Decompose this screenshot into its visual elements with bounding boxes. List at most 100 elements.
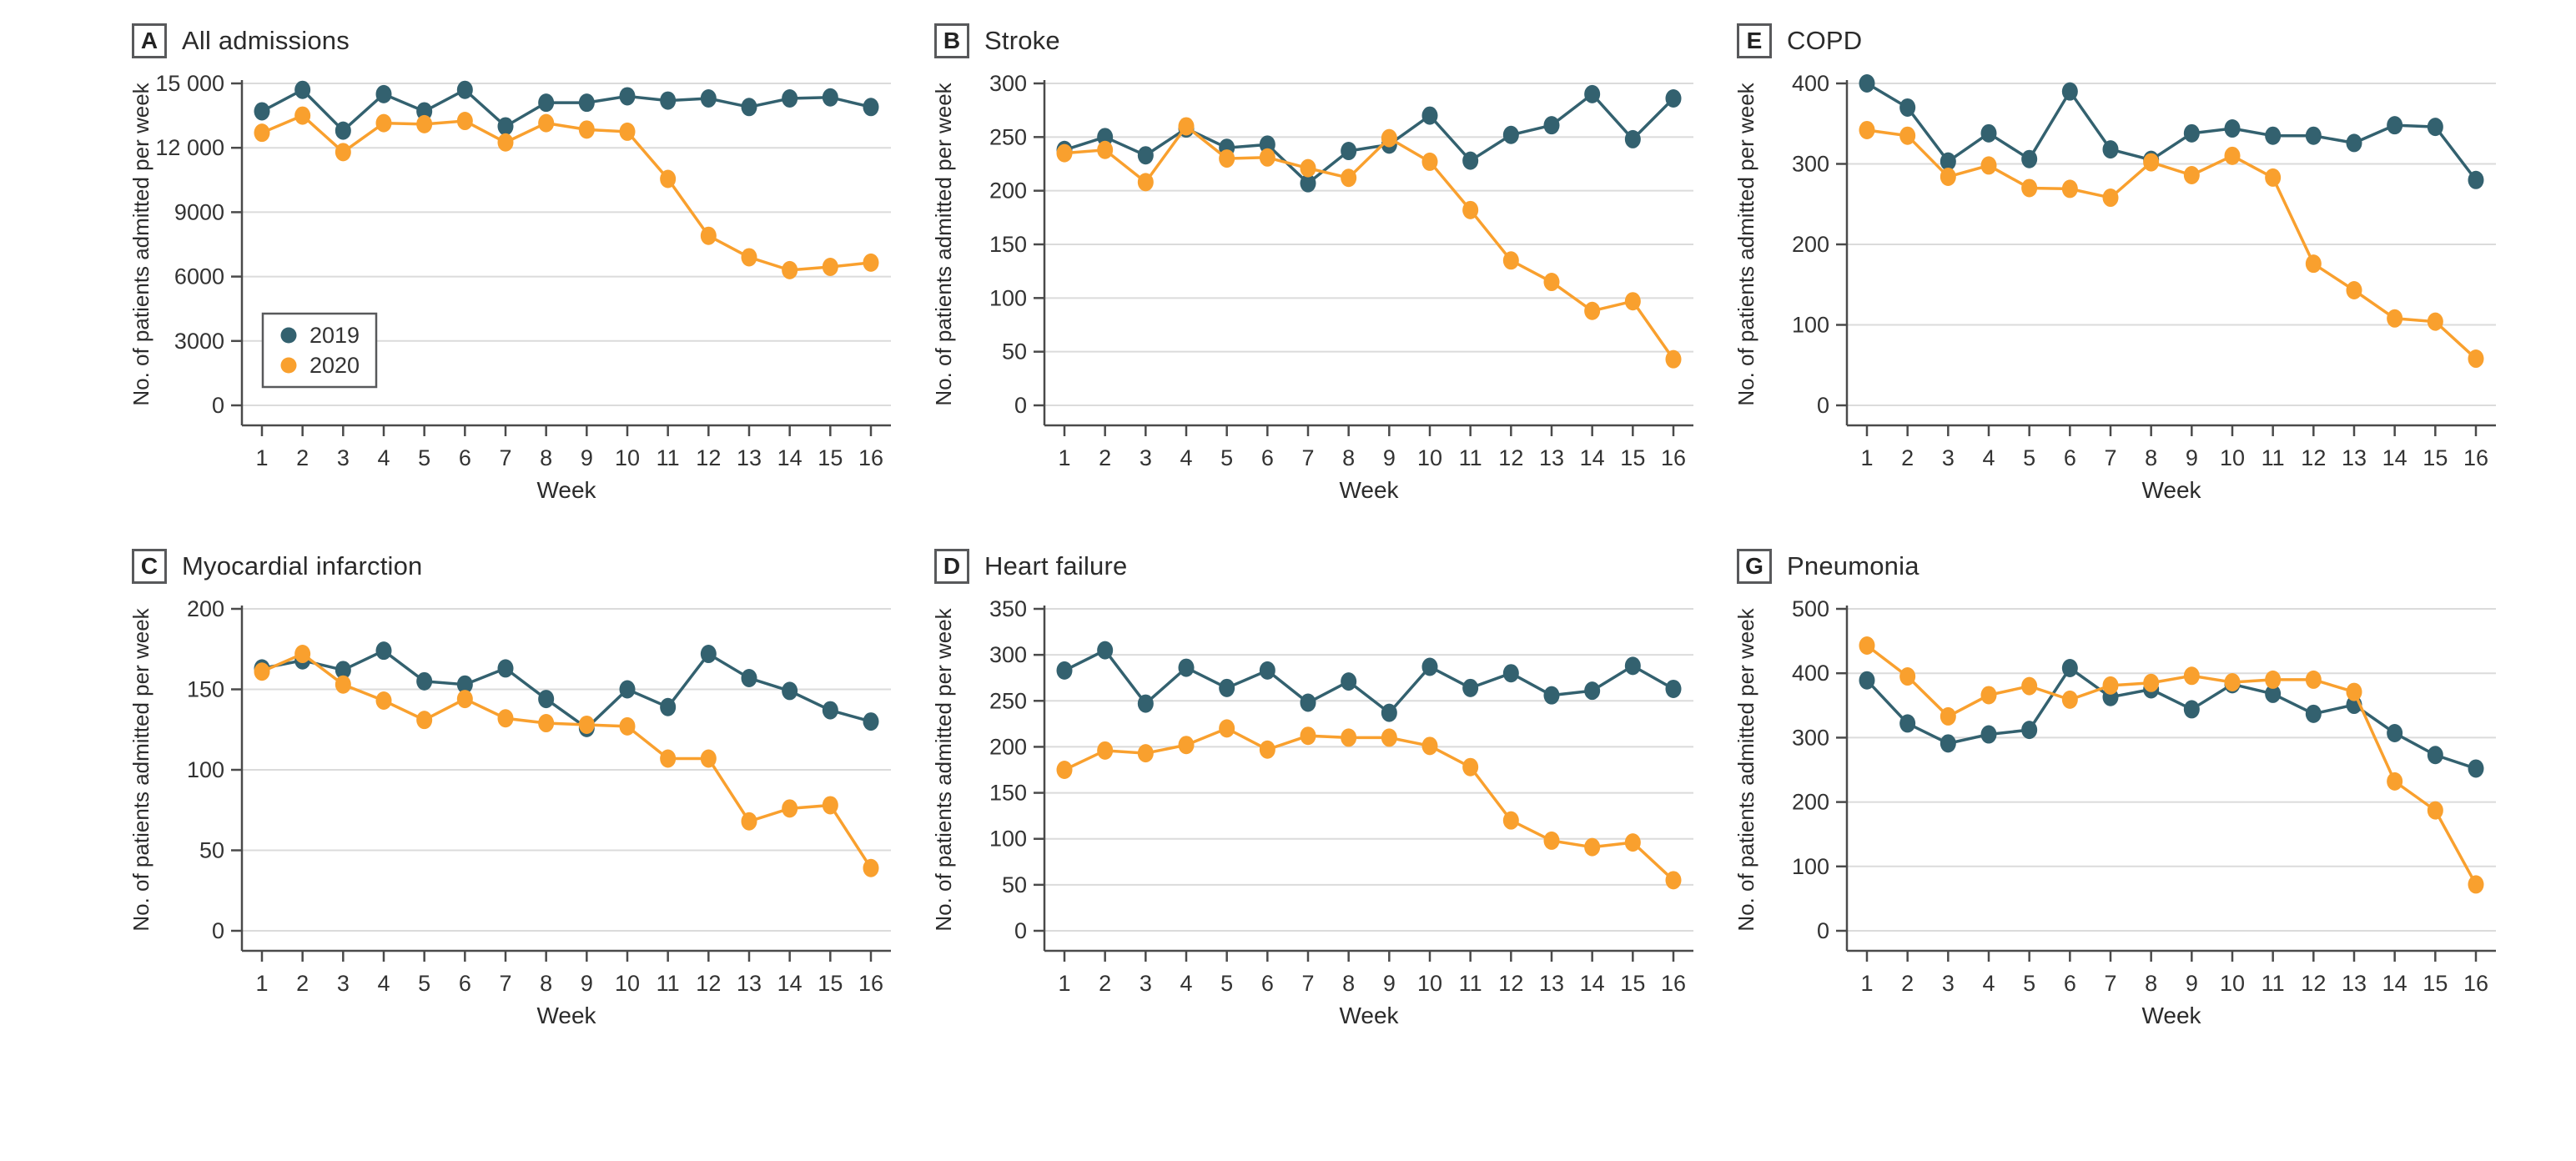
x-tick-label: 12 — [1498, 445, 1523, 470]
series-2020-point — [1624, 833, 1641, 852]
series-2020-point — [863, 858, 879, 877]
x-tick-label: 14 — [1580, 971, 1605, 996]
series-2019-point — [2387, 116, 2403, 135]
series-2020-point — [1899, 667, 1916, 686]
y-tick-label: 0 — [212, 918, 224, 943]
series-2020-point — [1097, 741, 1114, 760]
x-tick-label: 7 — [499, 971, 511, 996]
series-2019-point — [294, 80, 311, 99]
y-tick-label: 0 — [1014, 393, 1027, 418]
x-tick-label: 7 — [1301, 445, 1314, 470]
panel-title: COPD — [1787, 26, 1863, 55]
series-2020-point — [1341, 168, 1357, 188]
series-2019-point — [1381, 703, 1397, 722]
series-2019-point — [619, 680, 636, 699]
x-tick-label: 1 — [1058, 971, 1070, 996]
x-tick-label: 3 — [1140, 445, 1152, 470]
series-2020-point — [1584, 837, 1601, 857]
x-tick-label: 8 — [540, 445, 552, 470]
x-tick-label: 10 — [615, 971, 640, 996]
x-tick-label: 15 — [1620, 971, 1645, 996]
series-2020-point — [2265, 168, 2282, 187]
series-2020-point — [700, 749, 717, 768]
x-tick-label: 11 — [657, 445, 680, 470]
panel-letter-badge: A — [132, 23, 167, 58]
series-2020-point — [782, 799, 798, 818]
series-2019-point — [1137, 694, 1154, 713]
y-tick-label: 0 — [1817, 393, 1829, 418]
series-2020-point — [254, 662, 270, 681]
series-2020-point — [782, 260, 798, 279]
series-2020-point — [1502, 251, 1519, 270]
series-2020-point — [2346, 281, 2362, 300]
series-2019-point — [1219, 678, 1235, 697]
x-tick-label: 15 — [818, 971, 843, 996]
series-2019-point — [2021, 149, 2038, 168]
series-2020-point — [2387, 309, 2403, 328]
series-2019-point — [1341, 142, 1357, 161]
series-2019-point — [1624, 129, 1641, 148]
series-2019-point — [822, 88, 838, 107]
series-2020-point — [2387, 771, 2403, 791]
series-2020-point — [1462, 757, 1479, 777]
x-tick-label: 15 — [1620, 445, 1645, 470]
series-2020-point — [375, 113, 392, 133]
series-2020-point — [741, 248, 757, 267]
admissions-figure: A All admissions 0 3000 6000 9000 12 000 15 0… — [125, 20, 2524, 1043]
series-2019-point — [1543, 116, 1560, 135]
series-2020-point — [2224, 673, 2241, 692]
series-2020-point — [375, 691, 392, 711]
series-2019-point — [1462, 151, 1479, 170]
panel-letter-badge: C — [132, 549, 167, 584]
series-2020-point — [2468, 349, 2484, 369]
x-axis-title: Week — [1339, 1003, 1399, 1028]
x-tick-label: 3 — [1942, 971, 1955, 996]
x-tick-label: 8 — [540, 971, 552, 996]
series-2020-point — [2102, 676, 2119, 695]
series-2019-point — [1899, 98, 1916, 117]
panel-header: C Myocardial infarction — [132, 545, 919, 587]
y-tick-label: 15 000 — [155, 71, 224, 96]
series-2019-point — [416, 671, 433, 691]
panel-myocardial-infarction: C Myocardial infarction 0 50 100 150 200 1 2 3 4… — [125, 545, 919, 1043]
series-2019-point — [1462, 678, 1479, 697]
series-2020-point — [1543, 273, 1560, 292]
panel-letter-badge: D — [934, 549, 969, 584]
y-axis-title: No. of patients admitted per week — [1733, 82, 1758, 405]
series-2020-point — [619, 716, 636, 736]
x-tick-label: 6 — [2064, 445, 2076, 470]
y-tick-label: 50 — [1002, 872, 1027, 897]
series-2020-point — [660, 749, 677, 768]
series-2020-point — [1056, 761, 1073, 779]
series-2020-point — [416, 114, 433, 133]
series-2020-point — [1940, 706, 1956, 726]
x-tick-label: 14 — [2382, 971, 2407, 996]
series-2019-point — [1056, 661, 1073, 680]
series-2020-point — [1178, 736, 1195, 755]
series-2019-line — [261, 88, 872, 133]
series-2020-point — [2265, 670, 2282, 689]
panel-copd: E COPD 0 100 200 300 400 1 2 3 4 5 6 7 8 9 10 11 12 13 14 1… — [1730, 20, 2524, 517]
series-2020-point — [1381, 128, 1397, 148]
series-2020-point — [619, 122, 636, 141]
x-tick-label: 4 — [1982, 971, 1995, 996]
x-tick-label: 5 — [418, 445, 430, 470]
legend-marker-2020 — [280, 357, 297, 374]
series-2020-point — [456, 690, 473, 709]
x-axis-title: Week — [536, 477, 596, 503]
y-axis-title: No. of patients admitted per week — [931, 82, 956, 405]
y-tick-label: 200 — [1792, 232, 1829, 257]
x-tick-label: 2 — [296, 971, 309, 996]
y-tick-label: 400 — [1792, 661, 1829, 686]
series-2020-point — [1899, 126, 1916, 145]
series-2019-point — [2061, 82, 2078, 101]
x-tick-label: 6 — [2064, 971, 2076, 996]
series-2020-point — [660, 169, 677, 188]
x-tick-label: 16 — [1661, 971, 1686, 996]
series-2020-point — [2143, 153, 2160, 172]
series-2019-point — [1502, 664, 1519, 683]
x-tick-label: 1 — [1860, 971, 1873, 996]
x-tick-label: 2 — [1099, 971, 1111, 996]
panel-pneumonia: G Pneumonia 0 100 200 300 400 500 1 2 3 4 5 6 7 8 9 10 1… — [1730, 545, 2524, 1043]
